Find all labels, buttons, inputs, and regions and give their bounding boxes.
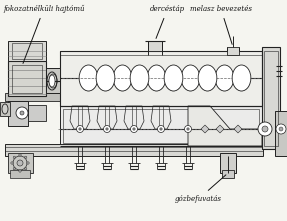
Bar: [8, 153, 33, 173]
Circle shape: [258, 122, 272, 136]
Bar: [5, 144, 263, 156]
Circle shape: [13, 156, 15, 158]
Ellipse shape: [130, 65, 149, 91]
Circle shape: [185, 126, 191, 133]
Bar: [28, 105, 46, 121]
Circle shape: [16, 107, 28, 119]
Bar: [8, 41, 46, 61]
Circle shape: [131, 126, 137, 133]
Circle shape: [187, 128, 189, 130]
Circle shape: [158, 126, 164, 133]
Text: gózbefuvatás: gózbefuvatás: [175, 175, 226, 203]
Ellipse shape: [79, 65, 98, 91]
Circle shape: [106, 128, 108, 130]
Bar: [5, 93, 60, 101]
Bar: [46, 68, 60, 93]
Ellipse shape: [49, 75, 55, 87]
Bar: [148, 41, 162, 51]
Circle shape: [17, 160, 23, 166]
Ellipse shape: [96, 65, 115, 91]
Text: fokozatnélküli hajtómű: fokozatnélküli hajtómű: [3, 5, 84, 63]
Polygon shape: [188, 106, 262, 146]
Polygon shape: [234, 125, 242, 133]
Bar: [8, 61, 46, 96]
Ellipse shape: [198, 65, 217, 91]
Circle shape: [27, 162, 29, 164]
Bar: [12, 65, 42, 93]
Circle shape: [160, 128, 162, 130]
Circle shape: [24, 168, 27, 170]
Bar: [222, 170, 234, 178]
Circle shape: [19, 154, 21, 156]
Ellipse shape: [2, 104, 8, 114]
Circle shape: [104, 126, 110, 133]
Text: melasz bevezetés: melasz bevezetés: [190, 5, 252, 44]
Circle shape: [79, 128, 81, 130]
Circle shape: [276, 124, 286, 134]
Circle shape: [13, 168, 15, 170]
Bar: [220, 153, 236, 173]
Circle shape: [279, 127, 283, 131]
Bar: [10, 170, 30, 178]
Bar: [275, 111, 287, 156]
Circle shape: [262, 126, 268, 132]
Bar: [60, 106, 262, 146]
Bar: [12, 43, 42, 59]
Bar: [262, 47, 280, 149]
Ellipse shape: [232, 65, 251, 91]
Circle shape: [11, 162, 13, 164]
Ellipse shape: [147, 65, 166, 91]
Ellipse shape: [215, 65, 234, 91]
Bar: [63, 109, 259, 143]
Polygon shape: [216, 125, 224, 133]
Bar: [227, 47, 239, 55]
Ellipse shape: [47, 72, 57, 90]
Bar: [60, 51, 262, 106]
Circle shape: [24, 156, 27, 158]
Ellipse shape: [113, 65, 132, 91]
Bar: [0, 102, 10, 116]
Polygon shape: [201, 125, 209, 133]
Circle shape: [77, 126, 84, 133]
Bar: [264, 51, 278, 146]
Ellipse shape: [164, 65, 183, 91]
Text: dercéstáp: dercéstáp: [150, 5, 185, 38]
Bar: [8, 101, 28, 126]
Circle shape: [133, 128, 135, 130]
Ellipse shape: [181, 65, 200, 91]
Circle shape: [19, 170, 21, 172]
Circle shape: [20, 111, 24, 115]
